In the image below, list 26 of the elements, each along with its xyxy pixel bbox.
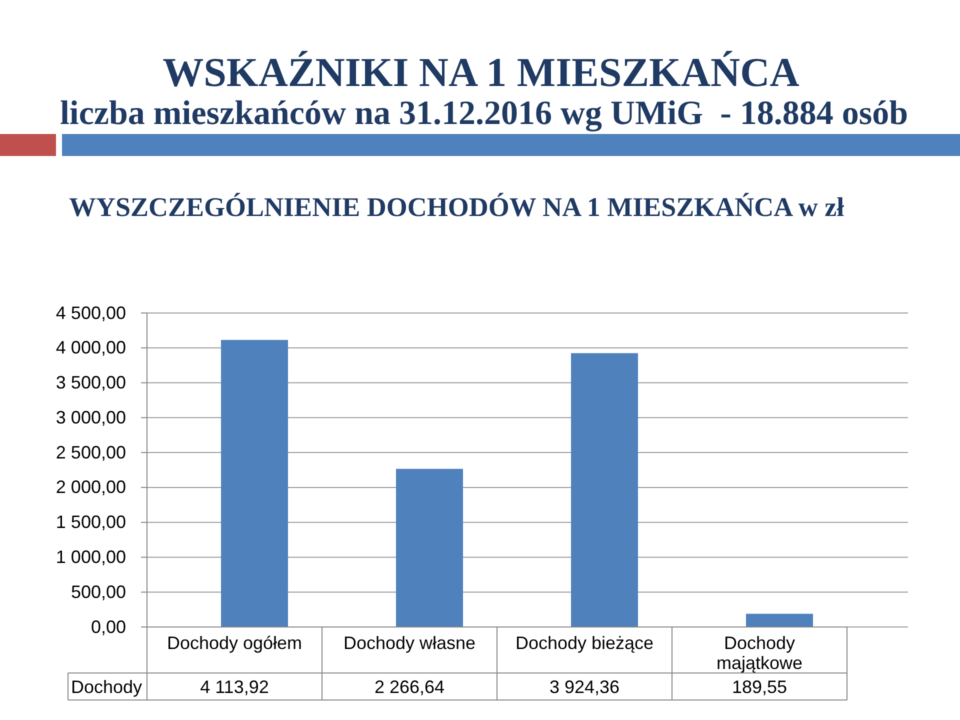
x-tick-label: Dochody majątkowe: [716, 633, 803, 673]
x-tick-label: Dochody własne: [343, 633, 476, 653]
data-label: 2 266,64: [374, 677, 445, 697]
text: Dochody: [71, 677, 142, 697]
y-tick-label: 2 000,00: [56, 477, 126, 498]
y-tick-label: 1 000,00: [56, 546, 126, 567]
bar: [746, 614, 813, 627]
y-tick-label: 4 500,00: [56, 302, 126, 323]
chart-subtitle: liczba mieszkańców na 31.12.2016 wg UMiG - 18.884 osób: [60, 95, 908, 132]
data-label: 3 924,36: [549, 677, 620, 697]
x-tick-label: Dochody ogółem: [166, 633, 302, 653]
chart-title: WSKAŹNIKI NA 1 MIESZKAŃCA: [162, 49, 800, 95]
data-label: 189,55: [732, 677, 788, 697]
text: WYSZCZEGÓLNIENIE DOCHODÓW NA 1 MIESZKAŃCA w zł: [69, 192, 845, 222]
bar: [221, 340, 288, 627]
data-label: 4 113,92: [200, 677, 269, 697]
y-tick-label: 3 500,00: [56, 372, 126, 393]
y-tick-label: 3 000,00: [56, 407, 126, 428]
y-tick-label: 4 000,00: [56, 338, 126, 358]
x-tick-label: Dochody bieżące: [515, 633, 654, 653]
y-tick-label: 500,00: [70, 582, 126, 602]
y-tick-label: 2 500,00: [56, 442, 126, 462]
bar: [396, 468, 463, 627]
bar: [571, 353, 638, 627]
y-tick-label: 0,00: [90, 616, 126, 637]
y-tick-label: 1 500,00: [56, 512, 126, 532]
